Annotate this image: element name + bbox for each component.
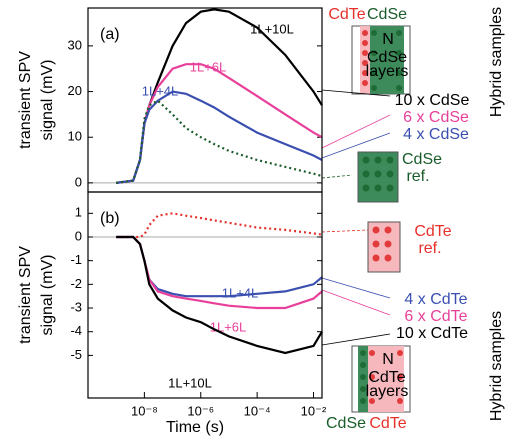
panel-label: (a) [100,26,120,43]
series-line [116,90,323,184]
x-tick-label: 10⁻⁸ [131,403,158,418]
series-label: 1L+4L [222,285,259,300]
y-tick-label: 1 [75,205,82,220]
y-tick-label: 10 [68,129,82,144]
y-tick-label: -3 [70,299,82,314]
side-label: 6 x CdSe [403,109,469,126]
series-label: 1L+10L [168,375,212,390]
y-tick-label: 20 [68,83,82,98]
connector-lines [321,89,391,346]
side-label: ref. [418,240,441,257]
schematic-hybrid-cdse [351,25,411,95]
side-label: N [382,31,394,48]
side-label: CdSe [367,6,407,23]
x-tick-label: 10⁻⁴ [244,403,271,418]
y-axis-label: transient SPV [17,246,34,344]
y-tick-label: 0 [75,228,82,243]
side-label: CdTe [368,369,405,386]
side-label: Hybrid samples [488,311,505,421]
series-line [116,235,323,355]
side-label: 10 x CdTe [396,325,468,342]
series-line [116,63,323,184]
series-label: 1L+6L [210,319,247,334]
series-line [116,99,323,184]
side-label: CdSe [326,415,366,432]
y-tick-label: -5 [70,347,82,362]
y-axis-label: signal (mV) [39,255,56,336]
plot-frame [87,191,323,399]
y-tick-label: -2 [70,276,82,291]
series-line [116,235,323,298]
series-label: 1L+6L [190,59,227,74]
side-label: 4 x CdTe [404,291,467,308]
side-label: N [382,351,394,368]
side-label: Hybrid samples [488,7,505,117]
side-label: CdSe [402,151,442,168]
side-label: CdTe [328,6,365,23]
x-tick-label: 10⁻² [301,403,327,418]
side-label: layers [366,383,409,400]
y-tick-label: 0 [75,174,82,189]
side-label: 6 x CdTe [404,308,467,325]
series-label: 1L+4L [142,83,179,98]
y-tick-label: 30 [68,37,82,52]
y-axis-label: signal (mV) [39,60,56,141]
side-label: CdSe [367,49,407,66]
y-tick-label: -4 [70,323,82,338]
side-label: ref. [406,168,429,185]
x-axis-label: Time (s) [166,419,224,436]
series-label: 1L+10L [250,21,294,36]
side-label: CdTe [414,223,451,240]
y-axis-label: transient SPV [17,51,34,149]
side-label: 10 x CdSe [395,92,470,109]
series-line [116,212,323,239]
side-label: layers [366,63,409,80]
y-tick-label: -1 [70,252,82,267]
side-label: CdTe [369,415,406,432]
schematic-cdse-ref [357,151,399,203]
panel-label: (b) [100,210,120,227]
side-label: 4 x CdSe [403,126,469,143]
x-tick-label: 10⁻⁶ [187,403,214,418]
schematic-cdte-ref [367,221,401,273]
schematic-hybrid-cdte [351,345,411,413]
